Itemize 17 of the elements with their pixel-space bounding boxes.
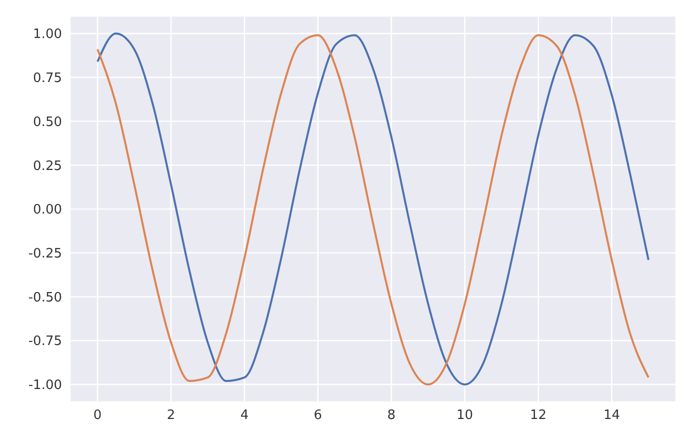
y-tick-label: -0.25 bbox=[28, 246, 62, 262]
y-tick-label: -0.75 bbox=[28, 334, 62, 350]
x-tick-label: 10 bbox=[456, 408, 474, 424]
x-tick-label: 14 bbox=[603, 408, 620, 424]
x-tick-label: 0 bbox=[93, 408, 102, 424]
x-tick-label: 4 bbox=[240, 408, 249, 424]
x-tick-label: 8 bbox=[387, 408, 396, 424]
x-tick-label: 12 bbox=[530, 408, 547, 424]
y-tick-label: -0.50 bbox=[28, 290, 62, 306]
x-tick-label: 2 bbox=[166, 408, 176, 424]
y-tick-label: 0.75 bbox=[33, 71, 62, 86]
y-tick-label: 0.50 bbox=[33, 114, 62, 130]
y-tick-label: 1.00 bbox=[33, 27, 62, 42]
y-tick-label: 0.00 bbox=[33, 202, 62, 218]
x-tick-label: 6 bbox=[314, 408, 322, 424]
y-tick-label: 0.25 bbox=[33, 158, 62, 174]
y-tick-label: -1.00 bbox=[28, 378, 62, 394]
